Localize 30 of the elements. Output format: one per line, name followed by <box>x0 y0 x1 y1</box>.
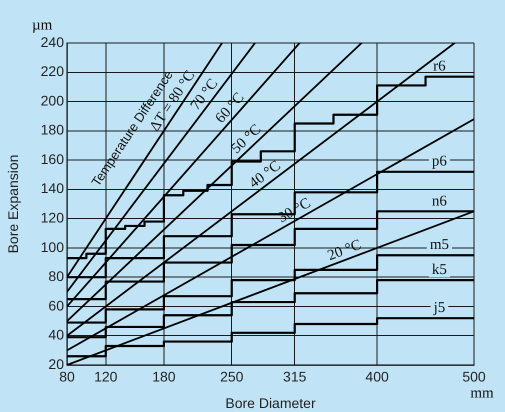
x-tick-label: 120 <box>94 368 118 384</box>
x-tick-label: 500 <box>462 368 486 384</box>
x-axis-title: Bore Diameter <box>225 395 316 411</box>
series-label: k5 <box>432 262 447 278</box>
y-tick-label: 220 <box>40 63 64 80</box>
y-tick-label: 160 <box>40 150 64 167</box>
series-label: j5 <box>432 300 446 316</box>
y-axis-title: Bore Expansion <box>4 154 21 254</box>
text: 20 °C <box>326 236 364 264</box>
text: 40 °C <box>246 158 284 192</box>
y-tick-label: 200 <box>40 92 64 108</box>
series-label: r6 <box>433 58 446 75</box>
y-tick-label: 180 <box>40 122 64 138</box>
text: µm <box>32 17 53 34</box>
text: 30 °C <box>275 195 314 226</box>
y-tick-label: 100 <box>40 238 64 255</box>
y-tick-label: 80 <box>48 268 64 284</box>
series-label: n6 <box>432 193 448 210</box>
series-label: p6 <box>432 154 448 170</box>
y-tick-label: 40 <box>48 326 64 343</box>
y-tick-label: 60 <box>48 297 64 314</box>
y-tick-label: 240 <box>40 34 64 50</box>
x-tick-label: 250 <box>220 368 244 384</box>
text: mm <box>470 385 494 402</box>
y-tick-label: 120 <box>40 209 64 226</box>
x-tick-label: 315 <box>283 368 307 384</box>
x-tick-label: 180 <box>152 368 176 384</box>
x-tick-label: 400 <box>365 368 389 384</box>
series-label: m5 <box>430 237 449 254</box>
y-tick-label: 140 <box>40 180 64 196</box>
